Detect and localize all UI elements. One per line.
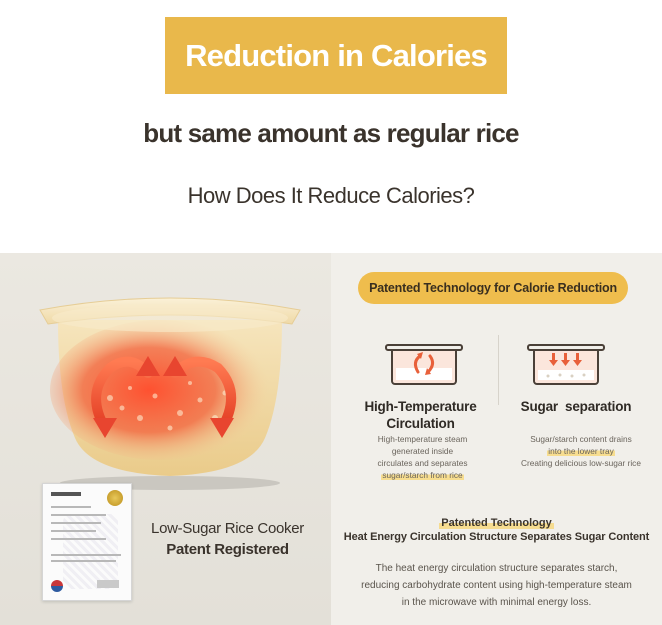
patented-tech-heading: Heat Energy Circulation Structure Separa… (343, 531, 650, 543)
page-title: Reduction in Calories (185, 37, 488, 73)
patent-label-line1: Low-Sugar Rice Cooker (151, 520, 304, 537)
right-panel: Patented Technology for Calorie Reductio… (331, 253, 662, 625)
patent-label-line2: Patent Registered (166, 541, 289, 558)
certificate-line (51, 554, 121, 556)
rice-pot-illustration (39, 297, 301, 490)
feature-desc-line: Sugar/starch content drains (530, 434, 632, 444)
certificate-line (51, 538, 106, 540)
feature-desc-line: circulates and separates (377, 458, 468, 468)
certificate-line (51, 560, 116, 562)
technology-pill-label: Patented Technology for Calorie Reductio… (369, 281, 617, 295)
certificate-heading (51, 492, 81, 496)
feature-desc-line: Creating delicious low-sugar rice (521, 458, 641, 468)
sugar-separation-icon (527, 344, 605, 385)
page-subtitle: but same amount as regular rice (143, 118, 519, 148)
body-line: in the microwave with minimal energy los… (401, 597, 592, 608)
patented-tech-body: The heat energy circulation structure se… (346, 560, 647, 611)
patented-tech-label-text: Patented Technology (439, 517, 554, 529)
gold-seal-icon (107, 490, 123, 506)
feature-title-line: Circulation (386, 416, 455, 431)
certificate-pattern (63, 514, 118, 589)
feature-desc-circulation: High-temperature steam generated inside … (359, 433, 486, 481)
left-panel: Low-Sugar Rice Cooker Patent Registered (0, 253, 331, 625)
steam-circulation-icon (385, 344, 463, 385)
feature-desc-separation: Sugar/starch content drains into the low… (506, 433, 656, 469)
feature-desc-highlight: sugar/starch from rice (381, 470, 464, 480)
section-question: How Does It Reduce Calories? (187, 183, 475, 208)
body-line: reducing carbohydrate content using high… (361, 580, 632, 591)
header-section: Reduction in Calories but same amount as… (0, 0, 662, 253)
patented-tech-label: Patented Technology (331, 513, 662, 531)
title-banner: Reduction in Calories (165, 17, 507, 94)
feature-divider (498, 335, 499, 405)
content-section: Low-Sugar Rice Cooker Patent Registered … (0, 253, 662, 625)
technology-pill: Patented Technology for Calorie Reductio… (358, 272, 628, 304)
body-line: The heat energy circulation structure se… (375, 563, 618, 574)
certificate-line (51, 514, 106, 516)
certificate-line (51, 506, 91, 508)
stamp-icon (97, 580, 119, 588)
feature-title-separation: Sugar separation (520, 399, 632, 414)
feature-desc-highlight: into the lower tray (547, 446, 615, 456)
feature-title-line: High-Temperature (364, 399, 477, 414)
certificate-line (51, 522, 101, 524)
feature-desc-line: High-temperature steam (377, 434, 468, 444)
patent-label: Low-Sugar Rice Cooker Patent Registered (130, 518, 325, 560)
certificate-line (51, 530, 96, 532)
patent-certificate (42, 483, 132, 601)
feature-desc-line: generated inside (391, 446, 454, 456)
feature-title-circulation: High-Temperature Circulation (349, 398, 492, 432)
emblem-icon (51, 580, 63, 592)
